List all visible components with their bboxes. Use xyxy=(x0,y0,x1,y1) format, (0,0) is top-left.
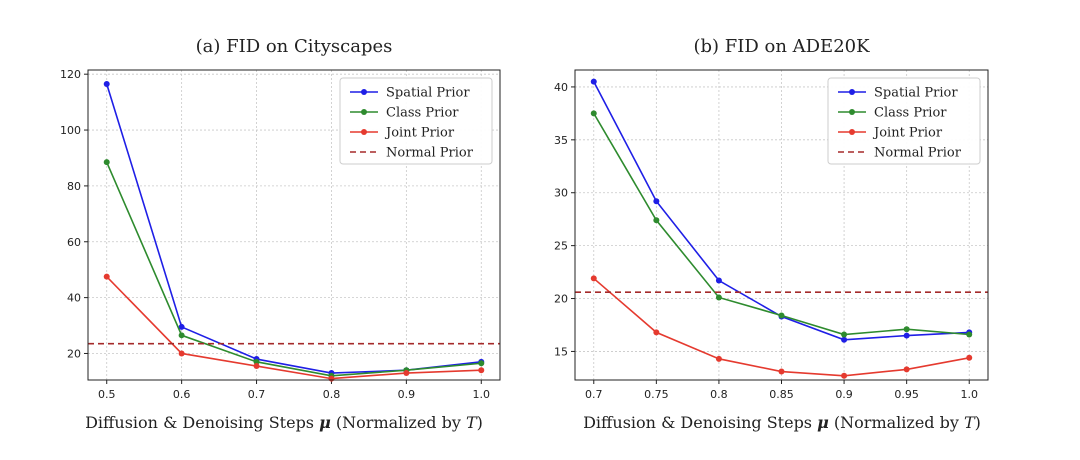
y-tick-label: 120 xyxy=(60,68,81,81)
x-axis-label-mid: (Normalized by xyxy=(829,413,964,432)
data-point-joint-prior xyxy=(253,363,260,370)
data-point-class-prior xyxy=(653,217,660,224)
data-point-joint-prior xyxy=(478,367,485,374)
series-line-class-prior xyxy=(105,161,482,377)
x-axis-label-mid: (Normalized by xyxy=(331,413,466,432)
x-tick-label: 0.8 xyxy=(323,388,341,401)
legend-box xyxy=(827,77,981,165)
legend-label-joint-prior: Joint Prior xyxy=(384,126,455,141)
legend-label-spatial-prior: Spatial Prior xyxy=(874,86,958,101)
data-point-joint-prior xyxy=(715,355,722,362)
y-tick-label: 20 xyxy=(554,293,568,306)
data-point-joint-prior xyxy=(590,275,597,282)
data-point-joint-prior xyxy=(653,329,660,336)
legend-marker-joint-prior xyxy=(361,129,367,135)
y-tick-label: 25 xyxy=(554,240,568,253)
data-point-spatial-prior xyxy=(903,332,910,339)
legend-box xyxy=(339,77,493,165)
legend: Spatial Prior Class Prior Joint Prior Norma… xyxy=(339,77,493,165)
y-tick-label: 30 xyxy=(554,187,568,200)
x-tick-label: 0.6 xyxy=(173,388,191,401)
x-tick-label: 0.5 xyxy=(98,388,116,401)
legend-label-class-prior: Class Prior xyxy=(386,106,459,121)
data-point-spatial-prior xyxy=(653,198,660,205)
data-point-class-prior xyxy=(715,294,722,301)
x-tick-label: 0.7 xyxy=(248,388,266,401)
plot-frame xyxy=(87,69,501,381)
data-point-class-prior xyxy=(103,159,110,166)
data-point-class-prior xyxy=(903,326,910,333)
x-axis-label-prefix: Diffusion & Denoising Steps xyxy=(85,413,319,432)
legend-marker-spatial-prior xyxy=(361,89,367,95)
y-tick-label: 40 xyxy=(554,81,568,94)
data-point-joint-prior xyxy=(841,372,848,379)
x-axis-label-mu: μ xyxy=(817,413,829,432)
data-point-class-prior xyxy=(253,358,260,365)
data-point-class-prior xyxy=(478,360,485,367)
y-tick-label: 100 xyxy=(60,124,81,137)
data-point-joint-prior xyxy=(328,375,335,382)
x-tick-label: 0.85 xyxy=(769,388,794,401)
data-point-class-prior xyxy=(590,110,597,117)
x-axis-label: Diffusion & Denoising Steps μ (Normalize… xyxy=(583,413,981,432)
data-point-spatial-prior xyxy=(715,277,722,284)
y-tick-label: 60 xyxy=(67,236,81,249)
data-point-joint-prior xyxy=(103,273,110,280)
x-axis-label-t: T xyxy=(466,413,478,432)
data-point-spatial-prior xyxy=(178,323,185,330)
data-point-joint-prior xyxy=(966,354,973,361)
data-point-joint-prior xyxy=(403,370,410,377)
chart-cityscapes: (a) FID on Cityscapes 0.5 0.6 0.7 0.8 0.9 1.0 2… xyxy=(60,36,501,432)
data-point-class-prior xyxy=(966,331,973,338)
x-axis-label-prefix: Diffusion & Denoising Steps xyxy=(583,413,817,432)
y-tick-label: 40 xyxy=(67,292,81,305)
data-point-class-prior xyxy=(841,331,848,338)
y-tick-label: 15 xyxy=(554,345,568,358)
y-tick-label: 35 xyxy=(554,134,568,147)
chart-title: (a) FID on Cityscapes xyxy=(196,36,393,57)
chart-title: (b) FID on ADE20K xyxy=(693,36,870,57)
chart-ade20k: (b) FID on ADE20K 0.7 0.75 0.8 0.85 0.9 0.95 1.… xyxy=(554,36,989,432)
legend-marker-class-prior xyxy=(849,109,855,115)
x-axis-label-suffix: ) xyxy=(477,413,483,432)
data-point-class-prior xyxy=(178,332,185,339)
legend: Spatial Prior Class Prior Joint Prior Norma… xyxy=(827,77,981,165)
legend-label-spatial-prior: Spatial Prior xyxy=(386,86,470,101)
x-tick-label: 0.9 xyxy=(398,388,416,401)
data-point-spatial-prior xyxy=(841,336,848,343)
legend-label-normal-prior: Normal Prior xyxy=(874,146,962,161)
data-point-spatial-prior xyxy=(103,80,110,87)
plot-frame xyxy=(574,69,989,381)
x-tick-label: 0.75 xyxy=(644,388,669,401)
x-axis-label-t: T xyxy=(964,413,976,432)
legend-marker-class-prior xyxy=(361,109,367,115)
x-tick-label: 0.9 xyxy=(835,388,853,401)
legend-marker-joint-prior xyxy=(849,129,855,135)
y-tick-label: 80 xyxy=(67,180,81,193)
x-axis-label-suffix: ) xyxy=(975,413,981,432)
x-axis-label-mu: μ xyxy=(319,413,331,432)
x-axis-label: Diffusion & Denoising Steps μ (Normalize… xyxy=(85,413,483,432)
x-tick-label: 1.0 xyxy=(960,388,978,401)
legend-marker-spatial-prior xyxy=(849,89,855,95)
x-tick-label: 0.95 xyxy=(894,388,919,401)
data-point-class-prior xyxy=(778,312,785,319)
legend-label-joint-prior: Joint Prior xyxy=(872,126,943,141)
legend-label-normal-prior: Normal Prior xyxy=(386,146,474,161)
x-tick-label: 0.7 xyxy=(585,388,603,401)
legend-label-class-prior: Class Prior xyxy=(874,106,947,121)
data-point-joint-prior xyxy=(903,366,910,373)
data-point-joint-prior xyxy=(178,350,185,357)
x-tick-label: 1.0 xyxy=(473,388,491,401)
x-tick-label: 0.8 xyxy=(710,388,728,401)
data-point-joint-prior xyxy=(778,368,785,375)
data-point-spatial-prior xyxy=(590,78,597,85)
series-line-joint-prior xyxy=(106,276,482,380)
y-tick-label: 20 xyxy=(67,347,81,360)
